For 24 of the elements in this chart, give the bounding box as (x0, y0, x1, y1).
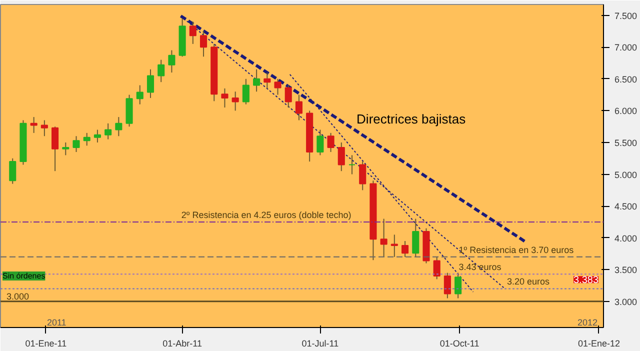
ref-line-label: 2º Resistencia en 4.25 euros (doble techo) (181, 210, 352, 220)
x-tick-label: 01-Oct-11 (440, 338, 480, 348)
annotation: 2011 (46, 318, 66, 328)
annotation: Sin órdenes (2, 272, 46, 280)
y-tick-label: 7.000 (614, 42, 638, 53)
y-tick-label: 6.000 (614, 106, 638, 116)
y-tick-label: 7.500 (614, 10, 638, 21)
y-tick-label: 3.500 (614, 265, 638, 276)
y-tick-label: 5.000 (614, 170, 638, 180)
annotation: Directrices bajistas (356, 112, 466, 127)
x-tick-label: 01-Abr-11 (162, 338, 202, 348)
x-tick-label: 01-Ene-11 (25, 338, 67, 348)
ref-line-label: 3.43 euros (458, 262, 502, 272)
y-tick-label: 6.500 (614, 74, 638, 84)
y-tick-label: 3.000 (614, 296, 638, 307)
y-tick-label: 5.500 (614, 138, 638, 148)
ref-line-label: 3.20 euros (507, 276, 550, 287)
x-tick-label: 01-Jul-11 (302, 338, 339, 348)
ref-line-label: 1º Resistencia en 3.70 euros (458, 244, 574, 255)
y-tick-label: 4.000 (614, 233, 638, 244)
ref-line-label: 3.000 (6, 291, 30, 302)
x-tick-label: 01-Ene-12 (578, 338, 620, 348)
y-tick-label: 4.500 (614, 202, 638, 212)
annotation: 2012 (578, 318, 598, 328)
